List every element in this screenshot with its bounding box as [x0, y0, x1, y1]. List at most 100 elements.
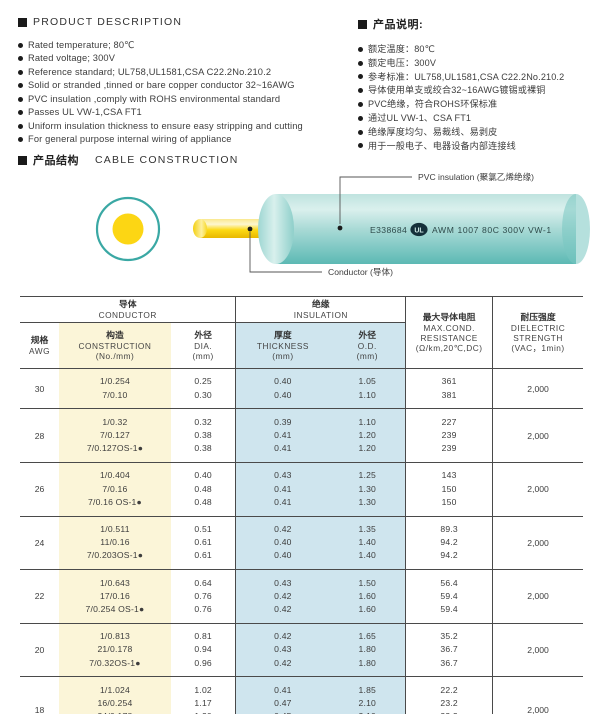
cell-line: 0.64 — [194, 577, 212, 588]
cell-line: 0.39 — [274, 416, 292, 427]
column-header-thickness-unit: (mm) — [272, 351, 294, 361]
cell-line: 0.45 — [236, 710, 329, 714]
dot-bullet-icon — [358, 115, 363, 121]
cell-line: 0.38 — [194, 430, 212, 441]
cell-line: 0.41 — [274, 684, 292, 695]
cell-line: 1.20 — [171, 710, 236, 714]
cell-line: 7/0.16 OS-1● — [88, 496, 142, 507]
cell-line: 59.4 — [440, 604, 458, 615]
insulation-leader-line — [339, 176, 412, 224]
cell-line: 0.43 — [274, 470, 292, 481]
list-item: PVC绝缘，符合ROHS环保标准 — [358, 98, 598, 110]
dot-bullet-icon — [18, 136, 23, 142]
cell-line: 0.41 — [274, 496, 292, 507]
cell-line: 0.43 — [274, 577, 292, 588]
list-item: 额定温度：80℃ — [358, 43, 598, 55]
column-header-od-unit: (mm) — [356, 351, 378, 361]
cell-line: 0.42 — [274, 631, 292, 642]
column-header-dia-en: DIA. — [194, 340, 213, 351]
group-header-insulation-en: INSULATION — [293, 309, 348, 320]
column-header-dielectric-en: DIELECTRIC — [510, 322, 566, 333]
dot-bullet-icon — [358, 143, 363, 149]
cell-line: 0.40 — [274, 550, 292, 561]
insulation-jacket-far-end — [562, 194, 590, 264]
column-header-thickness-en: THICKNESS — [256, 340, 309, 351]
cell-line: 1.30 — [358, 483, 377, 494]
cell-line: 0.48 — [194, 483, 212, 494]
product-description-cn-list: 额定温度：80℃ 额定电压：300V 参考标准：UL758,UL1581,CSA… — [358, 43, 598, 152]
cell-dielectric: 2,000 — [492, 515, 583, 570]
cell-resistance: 143 150 150 — [405, 461, 494, 517]
cell-resistance: 22.223.223.223.2 — [405, 676, 494, 714]
cable-specification-table: 导体 CONDUCTOR 绝缘 INSULATION 最大导体电阻 MAX.CO… — [20, 296, 583, 714]
column-header-dielectric-unit: (VAC，1min) — [511, 343, 565, 354]
cell-line: 0.40 — [194, 470, 212, 481]
cell-line: 0.76 — [194, 590, 212, 601]
cell-line: 1.02 — [194, 684, 212, 695]
cell-line: 227 — [441, 416, 457, 427]
cell-thickness: 0.40 0.40 — [235, 367, 330, 409]
insulation-leader-dot — [337, 225, 343, 231]
product-description-en-block: PRODUCT DESCRIPTION Rated temperature; 8… — [18, 16, 358, 147]
cell-dia: 0.64 0.76 0.76 — [170, 569, 237, 624]
cell-dielectric: 2,000 — [492, 569, 583, 624]
cell-line: 36.7 — [440, 644, 458, 655]
cell-line: 0.38 — [194, 443, 212, 454]
list-item-text: Rated temperature; 80℃ — [28, 40, 135, 50]
cell-line: 17/0.16 — [99, 590, 131, 601]
list-item-text: Solid or stranded ,tinned or bare copper… — [28, 80, 295, 91]
cell-line: 23.2 — [406, 710, 492, 714]
dot-bullet-icon — [18, 123, 23, 129]
list-item-text: 用于一般电子、电器设备内部连接线 — [368, 140, 516, 151]
cable-construction-en-title: CABLE CONSTRUCTION — [95, 154, 239, 166]
cable-construction-cn-title: 产品结构 — [33, 155, 79, 167]
cell-line: 94.2 — [440, 537, 458, 548]
cable-construction-diagram: E338684 UL AWM 1007 80C 300V VW-1 PVC in… — [95, 172, 590, 277]
list-item: Rated temperature; 80℃ — [18, 39, 358, 51]
product-description-en-list: Rated temperature; 80℃ Rated voltage; 30… — [18, 39, 358, 145]
cell-line: 1.60 — [358, 604, 377, 615]
list-item-text: 导体使用单支或绞合32~16AWG镀锡或裸铜 — [368, 85, 546, 96]
list-item: Solid or stranded ,tinned or bare copper… — [18, 79, 358, 91]
cell-awg: 18 — [20, 676, 60, 714]
cell-line: 0.42 — [274, 604, 292, 615]
cell-line: 0.43 — [274, 644, 292, 655]
list-item: For general purpose internal wiring of a… — [18, 133, 358, 145]
cell-line: 1.25 — [358, 470, 377, 481]
product-description-en-heading: PRODUCT DESCRIPTION — [18, 16, 358, 28]
cell-line: 7/0.10 — [102, 389, 128, 400]
list-item-text: 额定温度：80℃ — [368, 44, 435, 54]
conductor-label: Conductor (导体) — [328, 266, 393, 277]
list-item-text: Reference standard; UL758,UL1581,CSA C22… — [28, 66, 272, 77]
cell-line: 1/0.404 — [99, 470, 131, 481]
dot-bullet-icon — [358, 46, 363, 52]
cross-section-conductor-core — [112, 213, 144, 245]
cell-dia: 0.32 0.38 0.38 — [170, 408, 237, 463]
cell-dielectric: 2,000 — [492, 461, 583, 517]
cell-line: 1/0.813 — [99, 631, 131, 642]
cell-line: 21/0.178 — [97, 644, 133, 655]
square-bullet-icon — [358, 19, 367, 29]
column-header-construction-cn: 构造 — [106, 329, 124, 340]
cell-dia: 1.021.171.201.20 — [170, 676, 237, 714]
table-body: 30 1/0.254 7/0.10 0.25 0.30 0.40 0.40 1.05 1.10 3… — [20, 367, 583, 714]
cell-awg: 20 — [20, 622, 60, 677]
cell-thickness: 0.410.470.450.45 — [235, 676, 330, 714]
svg-text:UL: UL — [414, 228, 424, 235]
cell-line: 1.10 — [358, 416, 377, 427]
cell-thickness: 0.39 0.41 0.41 — [235, 408, 330, 463]
cell-line: 7/0.203OS-1● — [86, 550, 144, 561]
cell-construction: 1/0.813 21/0.178 7/0.32OS-1● — [59, 622, 171, 677]
column-header-dielectric-en2: STRENGTH — [513, 332, 563, 343]
cell-line: 1/0.254 — [99, 376, 131, 387]
cell-line: 0.41 — [274, 443, 292, 454]
cell-line: 1/0.643 — [99, 577, 131, 588]
column-header-resistance: 最大导体电阻 MAX.COND. RESISTANCE (Ω/km,20℃,DC… — [405, 296, 494, 369]
insulation-label: PVC insulation (聚氯乙烯绝缘) — [418, 172, 534, 182]
square-bullet-icon — [18, 155, 27, 165]
list-item: 额定电压：300V — [358, 57, 598, 69]
dot-bullet-icon — [18, 42, 23, 48]
cell-line: 0.40 — [274, 537, 292, 548]
cell-line: 94.2 — [440, 550, 458, 561]
